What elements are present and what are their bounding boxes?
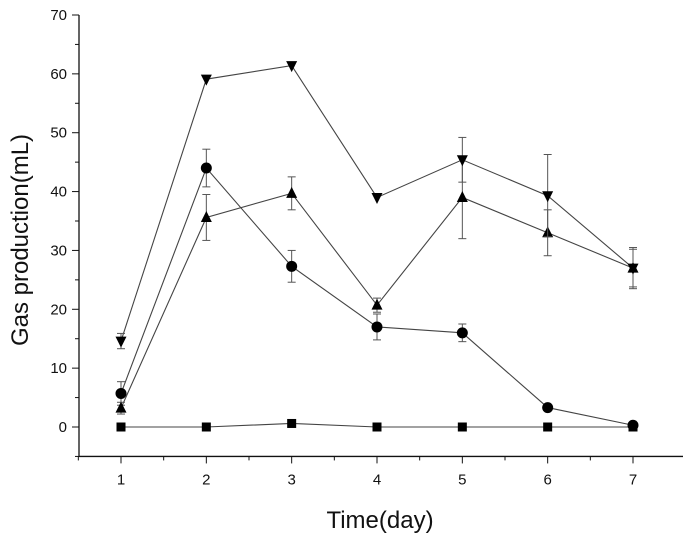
x-tick-label: 7 [629,471,637,488]
data-point-circle [371,321,383,333]
y-tick-label: 10 [50,360,67,377]
axes: 0 10 20 30 40 50 60 70 1 2 3 4 5 6 7 [50,7,683,488]
y-tick-label: 70 [50,7,67,24]
data-point-triangle-down [371,192,383,204]
data-point-triangle-down [200,74,212,86]
x-tick-label: 3 [287,471,295,488]
data-point-triangle-down [456,155,468,167]
series-square [116,418,638,432]
data-point-square [457,422,467,432]
data-point-triangle-up [286,186,298,198]
y-tick-label: 60 [50,66,67,83]
x-tick-label: 5 [458,471,466,488]
data-point-square [543,422,553,432]
x-tick-label: 1 [117,471,125,488]
series-line [120,166,634,426]
data-point-triangle-down [542,191,554,203]
data-point-triangle-up [200,210,212,222]
y-tick-label: 40 [50,184,67,201]
y-tick-label: 0 [59,419,67,436]
data-point-circle [542,402,554,414]
data-marks [115,61,639,432]
data-point-triangle-down [115,336,127,348]
data-point-circle [627,419,639,431]
x-tick-label: 2 [202,471,210,488]
data-point-circle [200,162,212,174]
data-point-square [287,418,297,428]
y-axis-label: Gas production(mL) [7,134,34,346]
y-tick-label: 30 [50,242,67,259]
data-point-square [372,422,382,432]
y-tick-label: 50 [50,125,67,142]
x-tick-label: 6 [543,471,551,488]
data-point-circle [456,327,468,339]
data-point-triangle-down [627,263,639,275]
data-point-square [116,422,126,432]
data-point-circle [286,260,298,272]
data-point-circle [115,387,127,399]
data-point-triangle-up [456,190,468,202]
data-point-triangle-down [286,61,298,73]
x-tick-label: 4 [373,471,381,488]
series-triangle-down [115,61,639,350]
y-tick-label: 20 [50,301,67,318]
data-point-triangle-up [115,401,127,413]
x-axis-label: Time(day) [326,507,433,534]
data-point-square [201,422,211,432]
series-circle [115,148,639,431]
data-point-triangle-up [371,298,383,310]
